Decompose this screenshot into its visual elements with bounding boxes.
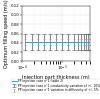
PP injection case n°1 (table 2) bbox=[25, 41, 26, 42]
Y-axis label: Optimum filling speed (m/s): Optimum filling speed (m/s) bbox=[4, 0, 9, 68]
PP injection case n°1 (table 2) bbox=[80, 41, 82, 42]
PP injection case n°1 (table 2) bbox=[83, 41, 84, 42]
PP injection case n°1 (table 2) bbox=[89, 41, 90, 42]
X-axis label: Injection part thickness (m): Injection part thickness (m) bbox=[22, 75, 90, 80]
PP injection case n°1 (table 2) bbox=[87, 41, 88, 42]
PP injection case n°1 (table 2) bbox=[43, 41, 44, 42]
PP injection case n°1 (table 2) bbox=[85, 41, 86, 42]
PP injection case n°1 (table 2) bbox=[55, 41, 56, 42]
Legend: PP injection case n°1 (table 2), PP injection case n°1 conductivity variation of: PP injection case n°1 (table 2), PP inje… bbox=[11, 79, 100, 93]
PP injection case n°1 (table 2) bbox=[49, 41, 50, 42]
PP injection case n°1 (table 2) bbox=[67, 41, 68, 42]
PP injection case n°1 (table 2) bbox=[77, 41, 78, 42]
PP injection case n°1 (table 2) bbox=[37, 41, 38, 42]
PP injection case n°1 (table 2) bbox=[73, 41, 74, 42]
PP injection case n°1 (table 2) bbox=[61, 41, 62, 42]
PP injection case n°1 (table 2) bbox=[32, 41, 33, 42]
